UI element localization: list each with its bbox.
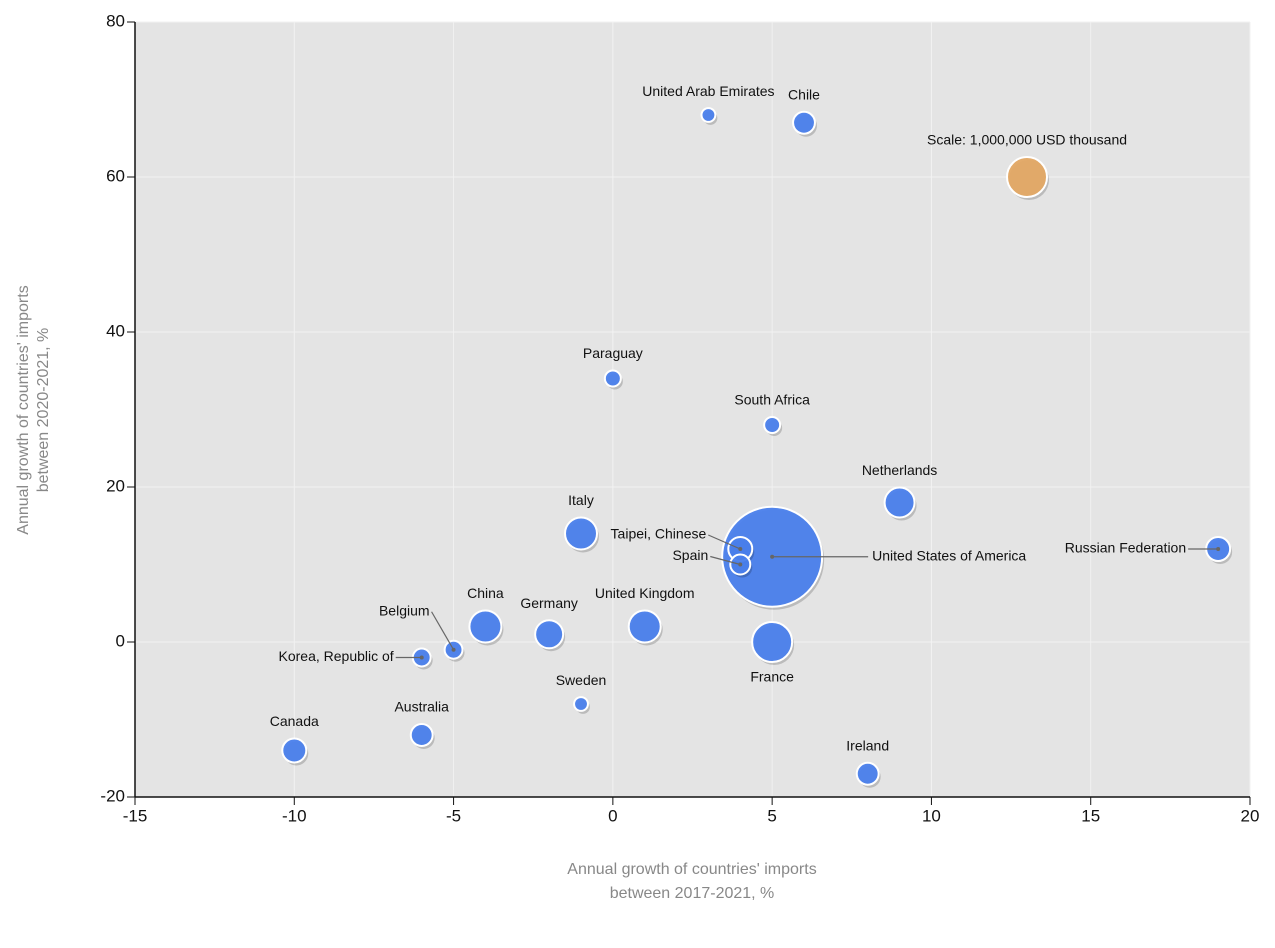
x-tick-label: 10 xyxy=(922,806,941,825)
bubble-label: Scale: 1,000,000 USD thousand xyxy=(927,132,1127,148)
y-tick-label: 80 xyxy=(106,11,125,30)
x-tick-label: -5 xyxy=(446,806,461,825)
bubble-label: Ireland xyxy=(846,737,889,753)
bubble xyxy=(1006,156,1048,198)
bubble-label: Spain xyxy=(672,547,708,563)
bubble xyxy=(281,737,308,764)
bubble xyxy=(751,621,794,663)
bubble-label: Sweden xyxy=(556,672,607,688)
leader-dot xyxy=(419,655,424,660)
y-tick-label: 0 xyxy=(116,631,125,650)
bubble-label: Australia xyxy=(394,699,449,715)
bubble xyxy=(603,369,622,388)
bubble-label: United Arab Emirates xyxy=(642,83,774,99)
bubble xyxy=(534,619,565,650)
bubble-label: Chile xyxy=(788,86,820,102)
bubble-label: Canada xyxy=(270,713,319,729)
leader-line xyxy=(431,611,455,651)
bubble-label: Paraguay xyxy=(583,345,643,361)
x-tick-label: -15 xyxy=(123,806,148,825)
y-axis-title: Annual growth of countries' imports xyxy=(15,285,32,534)
x-axis-title: between 2017-2021, % xyxy=(610,885,775,902)
y-tick-label: 40 xyxy=(106,321,125,340)
x-tick-label: 5 xyxy=(767,806,776,825)
leader-dot xyxy=(1216,547,1221,551)
bubble xyxy=(883,486,916,519)
x-tick-label: 0 xyxy=(608,806,617,825)
bubble xyxy=(468,609,503,644)
bubble-label: Germany xyxy=(520,595,578,611)
bubble xyxy=(627,609,662,644)
bubble-label: France xyxy=(750,669,794,685)
bubble xyxy=(564,516,598,551)
leader-dot xyxy=(738,562,743,567)
y-tick-label: -20 xyxy=(100,786,125,805)
leader-dot xyxy=(738,547,743,551)
bubble-label: Belgium xyxy=(379,602,430,618)
x-axis-title: Annual growth of countries' imports xyxy=(567,861,816,878)
bubble-label: United Kingdom xyxy=(595,585,695,601)
bubble-label: Korea, Republic of xyxy=(279,648,394,664)
bubble xyxy=(763,416,782,434)
bubble-label: South Africa xyxy=(734,392,810,408)
bubble-label: Netherlands xyxy=(862,462,938,478)
leader-line xyxy=(710,555,741,566)
bubble xyxy=(409,723,434,747)
bubble xyxy=(700,107,717,123)
y-tick-label: 20 xyxy=(106,476,125,495)
leader-line xyxy=(708,534,741,550)
x-tick-label: 20 xyxy=(1241,806,1260,825)
leader-dot xyxy=(451,647,456,652)
leader-dot xyxy=(770,554,775,559)
bubble-label: Taipei, Chinese xyxy=(611,526,707,542)
bubble-label: Italy xyxy=(568,492,594,508)
y-axis-title: between 2020-2021, % xyxy=(35,328,52,493)
bubble xyxy=(792,110,816,135)
x-tick-label: 15 xyxy=(1081,806,1100,825)
bubble-label: United States of America xyxy=(872,547,1026,563)
bubble xyxy=(855,761,880,786)
bubble xyxy=(573,696,589,712)
bubble-label: China xyxy=(467,585,504,601)
x-tick-label: -10 xyxy=(282,806,307,825)
bubble-label: Russian Federation xyxy=(1065,540,1186,556)
y-tick-label: 60 xyxy=(106,166,125,185)
plot-area xyxy=(135,22,1250,797)
